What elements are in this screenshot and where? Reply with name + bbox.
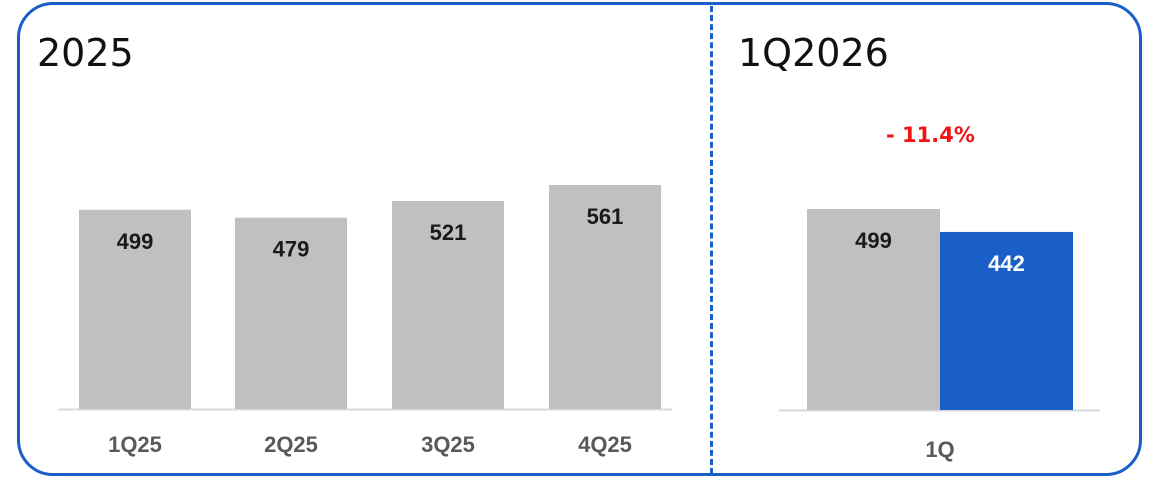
chart-frame xyxy=(17,2,1142,476)
bar-3q25 xyxy=(392,200,504,409)
change-annotation: - 11.4% xyxy=(886,123,975,147)
panel-title-2025: 2025 xyxy=(37,31,134,75)
data-label-1q25: 499 xyxy=(855,228,892,253)
bar-1q25 xyxy=(79,209,191,409)
bar-1q26 xyxy=(940,231,1073,410)
data-label-4q25: 561 xyxy=(587,204,624,229)
panel-title-1q2026: 1Q2026 xyxy=(738,31,889,75)
data-label-1q26: 442 xyxy=(988,251,1025,276)
tick-label-3q25: 3Q25 xyxy=(421,432,475,457)
tick-label-1q25: 1Q25 xyxy=(108,432,162,457)
bar-1q25 xyxy=(807,208,940,410)
data-label-3q25: 521 xyxy=(430,220,467,245)
tick-label-1q: 1Q xyxy=(925,437,954,462)
tick-label-4q25: 4Q25 xyxy=(578,432,632,457)
bar-4q25 xyxy=(549,185,661,409)
data-label-2q25: 479 xyxy=(273,237,310,262)
data-label-1q25: 499 xyxy=(117,229,154,254)
tick-label-2q25: 2Q25 xyxy=(264,432,318,457)
panel-divider xyxy=(710,6,713,474)
bar-2q25 xyxy=(235,217,347,409)
